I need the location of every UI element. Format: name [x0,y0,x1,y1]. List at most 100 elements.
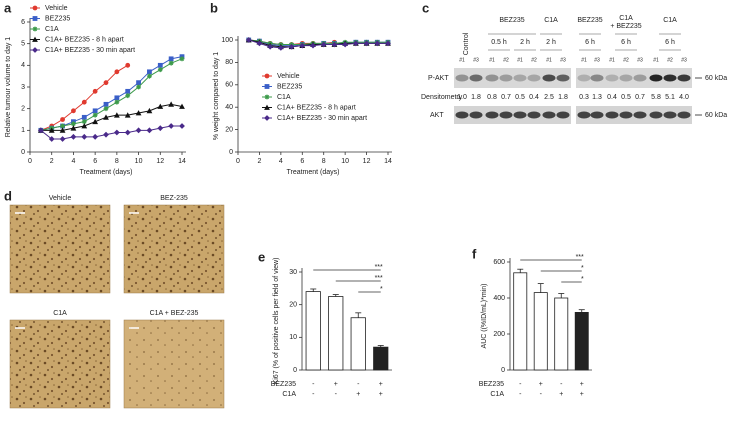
row-label: P-AKT [428,75,449,82]
legend-label: C1A [277,94,291,101]
kda-label: 60 kDa [705,112,727,119]
marker [385,40,391,47]
micrograph [123,319,225,409]
marker [71,108,76,114]
band [469,111,483,119]
legend-label: C1A+ BEZ235 - 8 h apart [277,104,356,111]
marker [135,110,142,116]
blot-group: C1A [663,17,677,24]
y-tick-label: 0 [293,367,297,374]
lane-label: #3 [681,57,687,63]
bar [373,346,389,371]
significance-label: *** [576,254,584,261]
marker [135,127,142,134]
x-tick-label: 12 [156,158,164,165]
significance-label: * [380,286,383,293]
marker [81,133,88,140]
condition-name: C1A [282,391,296,398]
legend-marker [32,26,38,32]
marker [81,119,87,125]
densitometry-value: 1.0 [457,94,467,101]
marker [157,67,163,73]
band [556,74,570,82]
row-label: Densitometry [421,94,463,101]
marker [179,123,185,129]
lane-label: #1 [546,57,552,63]
y-tick-label: 4 [21,62,25,69]
densitometry-value: 1.3 [592,94,602,101]
x-axis-label: Treatment (days) [79,169,132,176]
condition-sign: + [334,381,338,388]
y-tick-label: 30 [289,269,297,276]
micrograph-label: BEZ-235 [160,195,188,202]
blot-group: C1A + BEZ235 [610,15,641,30]
marker [136,80,141,86]
lane-label: #2 [623,57,629,63]
marker [331,41,338,48]
densitometry-value: 0.5 [621,94,631,101]
y-tick-label: 1 [21,127,25,134]
marker [103,131,109,138]
blot-time: 6 h [621,39,631,46]
x-tick-label: 12 [363,158,371,165]
marker [48,127,55,133]
marker [147,69,152,75]
x-tick-label: 8 [115,158,119,165]
y-tick-label: 600 [493,259,505,266]
marker [59,136,66,142]
densitometry-value: 0.7 [501,94,511,101]
lane-label: #3 [594,57,600,63]
condition-sign: + [580,391,584,398]
marker [299,42,306,49]
x-tick-label: 0 [236,158,240,165]
y-tick-label: 2 [21,106,25,113]
legend-marker [264,104,270,110]
marker [113,129,120,136]
marker [147,73,152,79]
bar [513,272,528,371]
marker [352,40,359,47]
marker [245,37,252,43]
marker [320,41,327,48]
marker [92,108,98,114]
marker [103,101,109,107]
legend-marker [32,16,38,21]
blot-time: 0.5 h [491,39,507,46]
x-tick-label: 0 [28,158,32,165]
y-tick-label: 200 [493,331,505,338]
kda-label: 60 kDa [705,75,727,82]
band [649,74,663,82]
lane-label: #1 [459,57,465,63]
blot-time: 6 h [585,39,595,46]
marker [124,129,131,136]
band [485,111,499,119]
bar [554,297,569,371]
marker [267,43,274,50]
y-axis-label: Ki67 (% of positive cells per field of v… [273,258,280,385]
panel-letter: d [4,188,12,203]
micrograph [9,319,111,409]
y-tick-label: 400 [493,295,505,302]
y-tick-label: 20 [289,302,297,309]
band [556,111,570,119]
lane-label: #1 [517,57,523,63]
marker [92,133,99,140]
marker [168,60,174,66]
condition-sign: + [356,391,360,398]
blot-strip [454,68,571,88]
band [455,111,469,119]
condition-sign: - [335,391,338,398]
lane-label: #1 [489,57,495,63]
blot-time: 2 h [546,39,556,46]
axes [237,36,392,153]
y-tick-label: 80 [225,59,233,66]
marker [146,107,153,114]
marker [125,88,131,94]
marker [157,103,164,109]
marker [70,133,77,140]
condition-sign: - [560,381,563,388]
condition-sign: - [357,381,360,388]
legend-label: C1A+ BEZ235 - 8 h apart [45,36,124,43]
densitometry-value: 0.4 [607,94,617,101]
x-tick-label: 10 [135,158,143,165]
